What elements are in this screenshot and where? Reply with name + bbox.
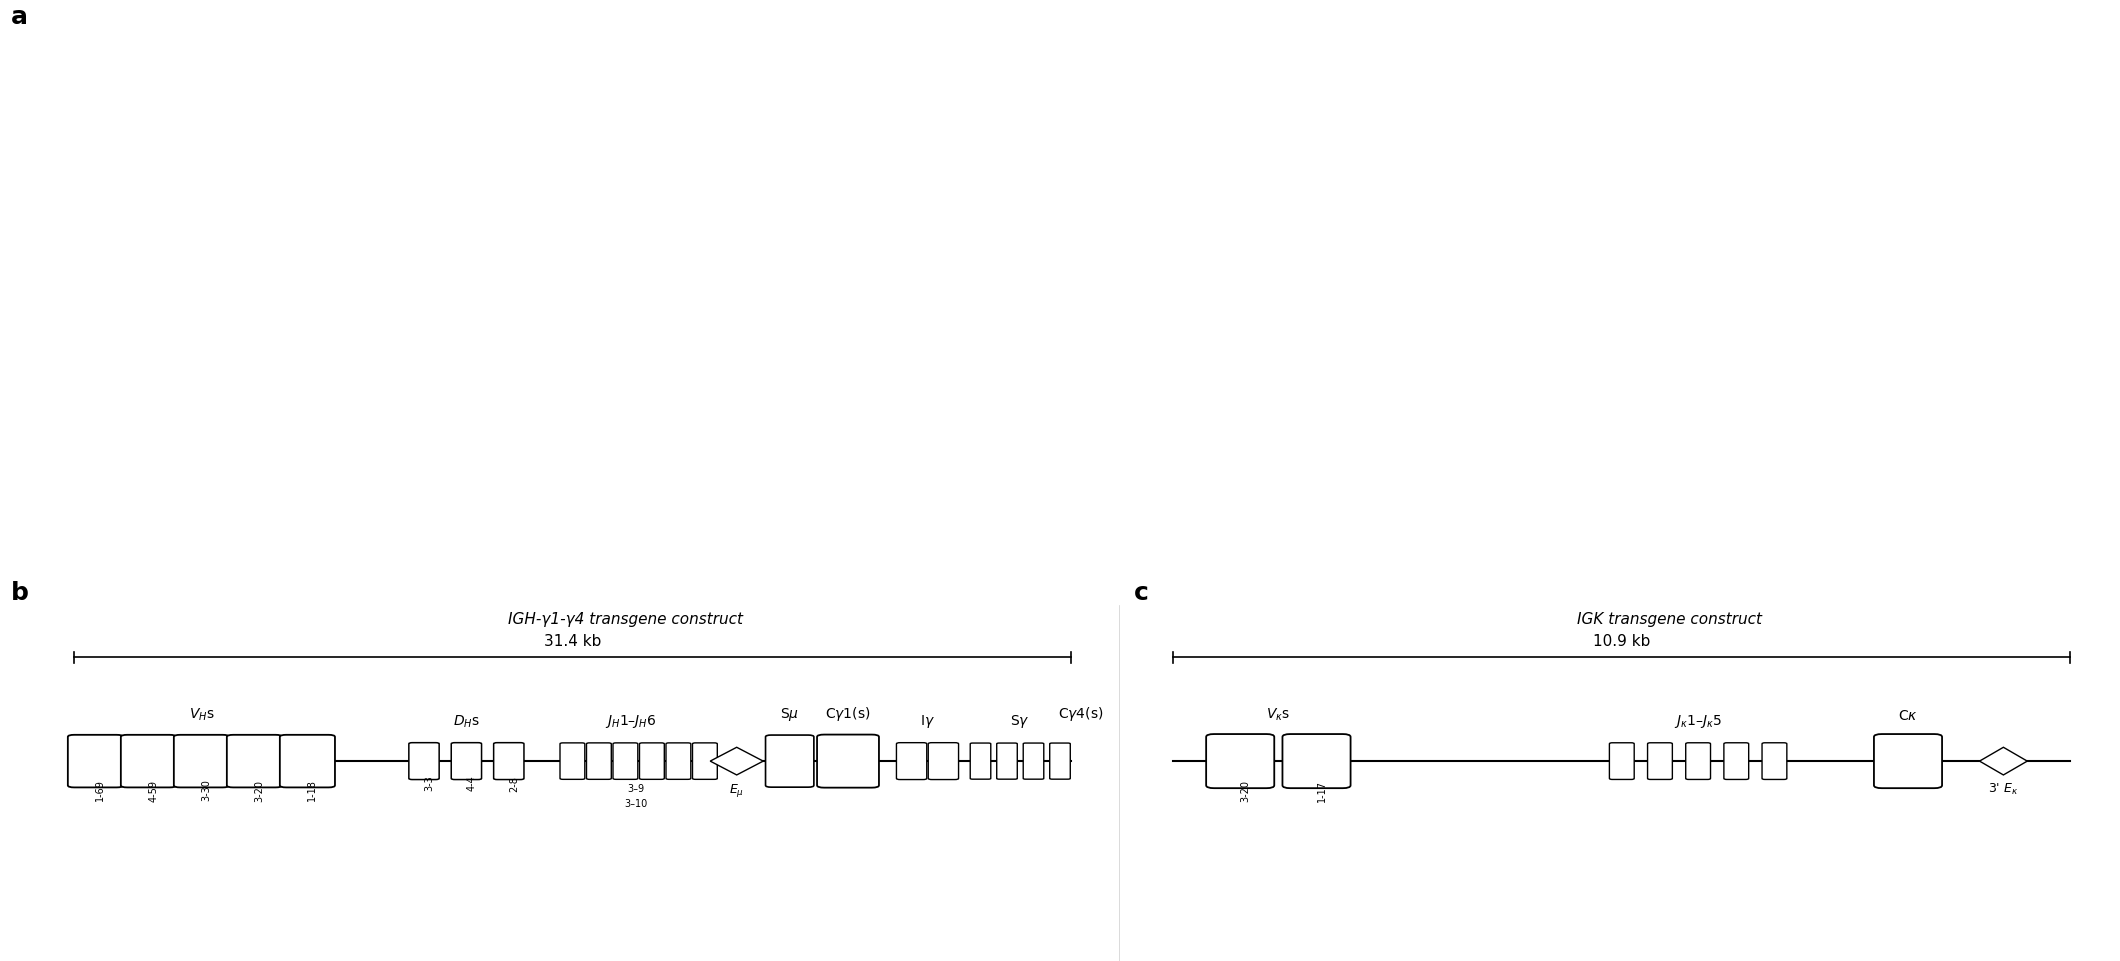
Text: 3-3: 3-3	[424, 776, 435, 792]
Polygon shape	[1980, 748, 2027, 775]
Text: 3-30: 3-30	[201, 779, 212, 801]
Text: 1-69: 1-69	[95, 779, 106, 801]
FancyBboxPatch shape	[1685, 743, 1711, 779]
Text: a: a	[11, 5, 28, 29]
FancyBboxPatch shape	[227, 735, 282, 787]
FancyBboxPatch shape	[280, 735, 335, 787]
Text: 3-20: 3-20	[1240, 779, 1251, 801]
Text: C$\kappa$: C$\kappa$	[1897, 709, 1919, 723]
FancyBboxPatch shape	[1647, 743, 1673, 779]
FancyBboxPatch shape	[1762, 743, 1787, 779]
Polygon shape	[710, 748, 763, 775]
Text: 4-59: 4-59	[148, 779, 159, 801]
Text: $\mathit{V}_\kappa$s: $\mathit{V}_\kappa$s	[1266, 706, 1291, 723]
Text: 3–10: 3–10	[625, 800, 647, 809]
Text: 1-17: 1-17	[1317, 779, 1327, 801]
Text: S$\gamma$: S$\gamma$	[1011, 713, 1030, 730]
FancyBboxPatch shape	[68, 735, 123, 787]
FancyBboxPatch shape	[765, 735, 814, 787]
FancyBboxPatch shape	[816, 734, 880, 788]
FancyBboxPatch shape	[1724, 743, 1749, 779]
FancyBboxPatch shape	[494, 743, 524, 779]
Text: $E_\mu$: $E_\mu$	[729, 782, 744, 799]
FancyBboxPatch shape	[693, 743, 717, 779]
Text: $\mathit{V}_\mathit{H}$s: $\mathit{V}_\mathit{H}$s	[189, 706, 214, 723]
Text: IGH-γ1-γ4 transgene construct: IGH-γ1-γ4 transgene construct	[509, 612, 742, 628]
FancyBboxPatch shape	[174, 735, 229, 787]
FancyBboxPatch shape	[1609, 743, 1635, 779]
FancyBboxPatch shape	[1874, 734, 1942, 788]
Text: 3' $E_\kappa$: 3' $E_\kappa$	[1989, 782, 2018, 797]
Text: S$\mu$: S$\mu$	[780, 706, 799, 723]
Text: 10.9 kb: 10.9 kb	[1592, 633, 1651, 649]
FancyBboxPatch shape	[640, 743, 664, 779]
FancyBboxPatch shape	[897, 743, 926, 779]
FancyBboxPatch shape	[666, 743, 691, 779]
FancyBboxPatch shape	[971, 743, 990, 779]
FancyBboxPatch shape	[996, 743, 1018, 779]
FancyBboxPatch shape	[587, 743, 611, 779]
FancyBboxPatch shape	[1206, 734, 1274, 788]
Text: b: b	[11, 581, 28, 605]
FancyBboxPatch shape	[452, 743, 481, 779]
FancyBboxPatch shape	[409, 743, 439, 779]
FancyBboxPatch shape	[1049, 743, 1071, 779]
Text: 31.4 kb: 31.4 kb	[543, 633, 602, 649]
Text: I$\gamma$: I$\gamma$	[920, 713, 935, 730]
FancyBboxPatch shape	[121, 735, 176, 787]
Text: $\mathit{J}_\kappa$1–$\mathit{J}_\kappa$5: $\mathit{J}_\kappa$1–$\mathit{J}_\kappa$…	[1675, 713, 1721, 730]
Text: 3-20: 3-20	[254, 779, 265, 801]
Text: 1-18: 1-18	[307, 779, 318, 801]
Text: IGK transgene construct: IGK transgene construct	[1577, 612, 1762, 628]
Text: c: c	[1134, 581, 1149, 605]
FancyBboxPatch shape	[560, 743, 585, 779]
Text: 2-8: 2-8	[509, 776, 519, 792]
FancyBboxPatch shape	[929, 743, 958, 779]
Text: 4-4: 4-4	[466, 776, 477, 792]
FancyBboxPatch shape	[613, 743, 638, 779]
FancyBboxPatch shape	[1024, 743, 1043, 779]
Text: C$\gamma$4(s): C$\gamma$4(s)	[1058, 705, 1105, 723]
Text: 3–9: 3–9	[628, 783, 644, 794]
Text: C$\gamma$1(s): C$\gamma$1(s)	[825, 705, 871, 723]
Text: $\mathit{D}_\mathit{H}$s: $\mathit{D}_\mathit{H}$s	[454, 714, 479, 730]
Text: $\mathit{J}_\mathit{H}$1–$\mathit{J}_\mathit{H}$6: $\mathit{J}_\mathit{H}$1–$\mathit{J}_\ma…	[604, 713, 657, 730]
FancyBboxPatch shape	[1283, 734, 1350, 788]
